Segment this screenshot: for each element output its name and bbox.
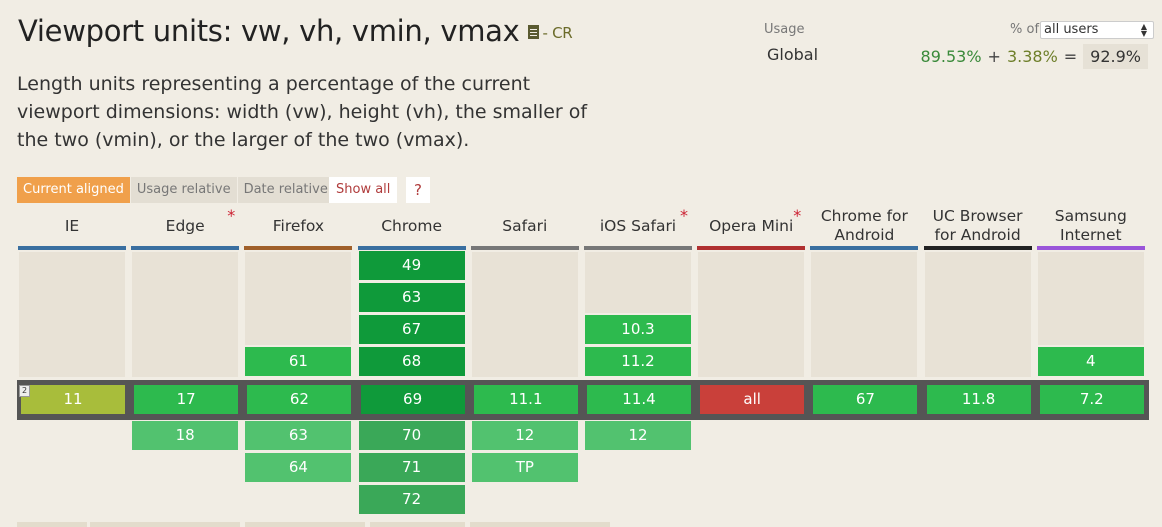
browser-name: Opera Mini xyxy=(709,216,794,235)
show-all-button[interactable]: Show all xyxy=(329,177,398,203)
usage-equals: = xyxy=(1063,47,1078,66)
feature-description: Length units representing a percentage o… xyxy=(17,73,588,151)
future-version-cell[interactable]: TP xyxy=(471,453,578,482)
empty-cell xyxy=(698,252,805,377)
help-button[interactable]: ? xyxy=(406,177,430,203)
note-star-icon[interactable]: * xyxy=(227,206,236,225)
browser-name: Edge xyxy=(165,216,205,235)
browser-name: Samsung Internet xyxy=(1054,207,1127,244)
current-version-cell[interactable]: 69 xyxy=(360,385,465,414)
future-version-cell[interactable]: 18 xyxy=(132,421,239,450)
future-version-cell[interactable]: 12 xyxy=(585,421,691,450)
pct-of-label: % of xyxy=(1010,22,1040,37)
next-section-strip xyxy=(90,522,240,527)
empty-cell xyxy=(245,252,352,345)
user-group-value: all users xyxy=(1044,22,1099,37)
version-cell[interactable]: 10.3 xyxy=(585,315,691,344)
version-cell[interactable]: 61 xyxy=(245,347,352,376)
current-version-cell[interactable]: all xyxy=(700,385,805,414)
browser-name: Chrome for Android xyxy=(820,207,908,244)
usage-region: Global xyxy=(767,45,819,64)
usage-plus: + xyxy=(987,47,1001,66)
document-icon[interactable] xyxy=(527,25,539,39)
browser-name: IE xyxy=(64,216,80,235)
select-arrows-icon: ▲ ▼ xyxy=(1140,22,1147,38)
version-cell[interactable]: 49 xyxy=(358,251,465,280)
current-version-cell[interactable]: 11.4 xyxy=(587,385,691,414)
browser-header-samsung-internet: Samsung Internet xyxy=(1036,206,1145,250)
empty-cell xyxy=(811,252,918,377)
page-title: Viewport units: vw, vh, vmin, vmax - CR xyxy=(18,14,573,48)
user-group-select[interactable]: all users ▲ ▼ xyxy=(1040,21,1154,39)
current-version-cell[interactable]: 11 xyxy=(21,385,125,414)
note-number-badge[interactable]: 2 xyxy=(19,385,30,397)
current-version-cell[interactable]: 11.1 xyxy=(473,385,578,414)
future-version-cell[interactable]: 12 xyxy=(471,421,578,450)
browser-name: Safari xyxy=(502,216,548,235)
tab-date-relative[interactable]: Date relative xyxy=(237,177,334,203)
browser-header-edge: Edge * xyxy=(131,206,240,250)
note-star-icon[interactable]: * xyxy=(680,206,688,225)
usage-partial: 3.38% xyxy=(1006,47,1058,66)
version-cell[interactable]: 4 xyxy=(1037,347,1144,376)
browser-header-ie: IE xyxy=(18,206,126,250)
version-cell[interactable]: 11.2 xyxy=(585,347,691,376)
current-version-cell[interactable]: 17 xyxy=(134,385,239,414)
empty-cell xyxy=(1037,252,1144,345)
browser-header-chrome: Chrome xyxy=(357,206,466,250)
empty-cell xyxy=(471,252,578,377)
browser-header-opera-mini: Opera Mini * xyxy=(697,206,806,250)
future-version-cell[interactable]: 70 xyxy=(358,421,465,450)
current-version-cell[interactable]: 7.2 xyxy=(1039,385,1144,414)
browser-header-ios-safari: iOS Safari * xyxy=(584,206,692,250)
browser-name: iOS Safari xyxy=(599,216,677,235)
empty-cell xyxy=(132,252,239,377)
note-star-icon[interactable]: * xyxy=(793,206,802,225)
browser-name: Firefox xyxy=(272,216,325,235)
future-version-cell[interactable]: 64 xyxy=(245,453,352,482)
current-version-cell[interactable]: 67 xyxy=(813,385,918,414)
empty-cell xyxy=(924,252,1031,377)
browser-header-safari: Safari xyxy=(470,206,579,250)
empty-cell xyxy=(585,252,691,313)
feature-title: Viewport units: vw, vh, vmin, vmax xyxy=(18,14,520,48)
current-version-cell[interactable]: 62 xyxy=(247,385,352,414)
usage-full: 89.53% xyxy=(920,47,982,66)
next-section-strip xyxy=(245,522,365,527)
current-version-cell[interactable]: 11.8 xyxy=(926,385,1031,414)
tab-usage-relative[interactable]: Usage relative xyxy=(130,177,237,203)
browser-header-chrome-for-android: Chrome for Android xyxy=(810,206,919,250)
version-cell[interactable]: 68 xyxy=(358,347,465,376)
next-section-strip xyxy=(470,522,610,527)
tab-current-aligned[interactable]: Current aligned xyxy=(17,177,130,203)
future-version-cell[interactable]: 63 xyxy=(245,421,352,450)
future-version-cell[interactable]: 72 xyxy=(358,485,465,514)
next-section-strip xyxy=(370,522,465,527)
future-version-cell[interactable]: 71 xyxy=(358,453,465,482)
version-cell[interactable]: 67 xyxy=(358,315,465,344)
next-section-strip xyxy=(17,522,87,527)
browser-name: Chrome xyxy=(381,216,442,235)
empty-cell xyxy=(19,252,125,377)
view-tabs: Current aligned Usage relative Date rela… xyxy=(17,177,335,203)
usage-total: 92.9% xyxy=(1083,44,1148,69)
browser-header-uc-browser-for-android: UC Browser for Android xyxy=(923,206,1032,250)
browser-name: UC Browser for Android xyxy=(932,207,1023,244)
version-cell[interactable]: 63 xyxy=(358,283,465,312)
spec-status[interactable]: - CR xyxy=(542,24,573,42)
usage-label: Usage xyxy=(764,22,805,37)
browser-header-firefox: Firefox xyxy=(244,206,353,250)
usage-values: 89.53% +3.38% = 92.9% xyxy=(921,44,1148,69)
